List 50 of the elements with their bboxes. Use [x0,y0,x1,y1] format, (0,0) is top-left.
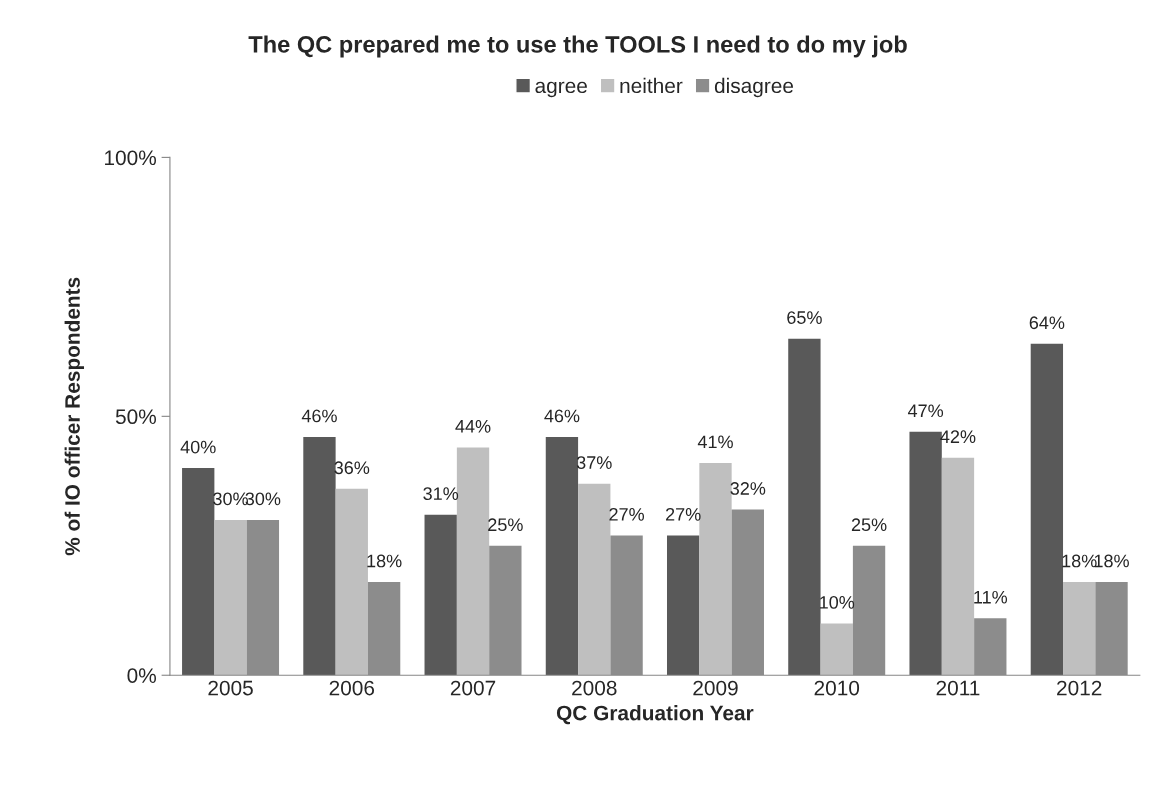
data-label: 41% [697,435,733,449]
bar [182,468,215,676]
bar [545,437,579,676]
bar [1063,582,1096,676]
x-tick-label: 2012 [1057,680,1102,696]
bar [909,431,942,676]
x-tick-label: 2007 [450,680,496,696]
bar [335,488,368,676]
data-label: 64% [1029,316,1065,330]
data-label: 46% [301,409,337,423]
bar [820,623,853,676]
data-label: 25% [488,518,523,532]
bar [788,338,821,676]
x-axis-title: QC Graduation Year [556,705,754,725]
bar [424,514,457,676]
x-tick-label: 2010 [814,680,860,696]
data-label: 27% [609,507,645,521]
x-tick-label: 2011 [936,680,980,696]
data-label: 18% [367,554,402,568]
data-label: 25% [851,518,887,532]
y-tick-label: 0% [127,668,156,683]
bar [699,462,732,676]
y-tick-label: 100% [105,150,156,166]
y-tick-label: 50% [115,409,156,425]
data-label: 27% [666,507,701,521]
x-tick-label: 2006 [329,680,375,696]
data-label: 32% [730,482,766,495]
bar [456,447,490,676]
bar [941,457,975,676]
data-label: 47% [907,404,944,418]
bar [578,483,611,676]
y-axis-title: % of IO officer Respondents [64,277,85,556]
data-label: 46% [544,409,580,423]
x-tick-label: 2008 [572,680,617,696]
legend-label: agree [535,81,587,98]
bar [667,535,700,676]
data-label: 10% [820,596,855,609]
data-label: 40% [180,440,216,454]
bar [214,519,247,676]
data-label: 65% [787,311,822,324]
x-tick-label: 2005 [208,680,253,696]
bar [1030,343,1064,676]
data-label: 44% [455,420,491,433]
data-label: 31% [423,487,459,501]
bar [303,437,336,676]
legend-label: disagree [714,77,794,98]
legend-label: neither [620,77,683,94]
data-label: 11% [974,590,1008,604]
x-tick-label: 2009 [693,680,738,696]
chart-title: The QC prepared me to use the TOOLS I need to do my job [248,35,907,58]
